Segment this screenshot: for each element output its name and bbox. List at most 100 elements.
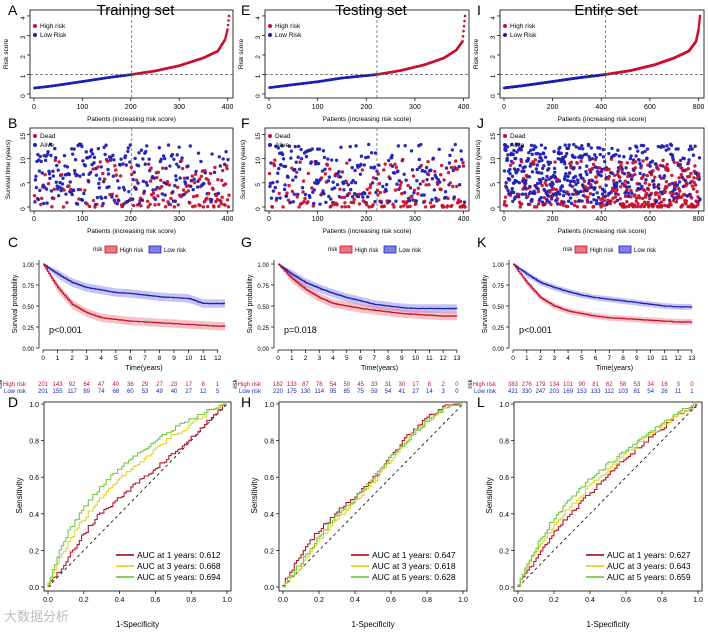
dead-point: [659, 176, 663, 180]
x-tick-label: 0.0: [513, 597, 523, 604]
alive-point: [170, 152, 175, 157]
dead-point: [335, 203, 339, 207]
alive-point: [562, 189, 566, 194]
alive-point: [310, 147, 314, 151]
alive-point: [116, 179, 120, 183]
y-tick-label: 0: [255, 94, 262, 98]
dead-point: [617, 168, 621, 172]
x-tick-label: 2: [539, 355, 543, 362]
x-tick-label: 200: [547, 216, 559, 223]
alive-point: [73, 157, 78, 162]
risk-table-high-cell: 0: [690, 382, 694, 388]
high-risk-point: [227, 19, 230, 22]
alive-point: [49, 189, 54, 193]
alive-point: [505, 158, 510, 162]
low-risk-curve: [43, 263, 225, 305]
alive-point: [693, 144, 697, 148]
alive-point: [174, 174, 178, 178]
alive-point: [324, 200, 328, 205]
alive-point: [34, 185, 39, 190]
alive-point: [97, 186, 102, 190]
dead-point: [347, 205, 351, 209]
alive-point: [522, 169, 526, 173]
dead-point: [627, 171, 631, 175]
alive-point: [573, 155, 577, 160]
x-tick-label: 13: [688, 355, 696, 362]
dead-point: [155, 175, 159, 180]
dead-point: [378, 190, 383, 195]
dead-point: [208, 171, 213, 176]
alive-point: [678, 158, 683, 163]
dead-point: [579, 159, 583, 164]
x-tick-label: 10: [185, 355, 193, 362]
alive-point: [124, 163, 129, 167]
alive-point: [299, 156, 304, 161]
alive-point: [106, 167, 110, 172]
x-tick-label: 800: [693, 104, 705, 111]
legend-dead-label: Dead: [275, 133, 291, 140]
x-tick-label: 0: [267, 216, 271, 223]
alive-point: [545, 174, 549, 179]
dead-point: [661, 158, 665, 163]
y-tick-label: 10: [490, 157, 497, 165]
alive-point: [72, 168, 77, 173]
risk-table-low-cell: 330: [522, 389, 533, 395]
dead-point: [270, 205, 275, 209]
alive-point: [418, 182, 422, 186]
alive-point: [385, 182, 389, 187]
alive-point: [577, 198, 582, 203]
x-axis-label: Patients (increasing risk score): [323, 116, 412, 123]
y-tick-label: 0.75: [257, 284, 269, 290]
alive-point: [48, 142, 53, 146]
legend-alive-marker: [268, 143, 272, 147]
dead-point: [50, 205, 54, 209]
alive-point: [537, 159, 541, 164]
reference-diagonal: [47, 403, 228, 588]
alive-point: [322, 192, 326, 196]
dead-point: [329, 204, 333, 208]
alive-point: [44, 187, 49, 191]
dead-point: [518, 205, 522, 209]
dead-point: [367, 205, 371, 209]
panel-letter-C: C: [8, 234, 18, 250]
alive-point: [358, 172, 363, 176]
dead-point: [426, 159, 430, 164]
alive-point: [177, 145, 181, 149]
alive-point: [289, 156, 293, 160]
y-axis-label: Survival probability: [247, 274, 254, 333]
x-tick-label: 300: [409, 216, 421, 223]
dead-point: [646, 200, 650, 204]
alive-point: [615, 181, 619, 185]
alive-point: [590, 185, 594, 190]
dead-point: [674, 200, 679, 204]
alive-point: [587, 155, 591, 159]
dead-point: [691, 187, 696, 191]
dead-point: [668, 200, 672, 204]
dead-point: [199, 174, 204, 179]
dead-point: [153, 203, 157, 207]
alive-point: [390, 164, 395, 168]
alive-point: [584, 170, 588, 174]
alive-point: [568, 196, 573, 200]
km-legend-low-swatch: [618, 245, 632, 254]
dead-point: [455, 184, 459, 189]
x-tick-label: 400: [595, 216, 607, 223]
y-tick-label: 1: [490, 74, 497, 78]
alive-point: [423, 169, 427, 174]
dead-point: [621, 202, 626, 206]
alive-point: [635, 145, 639, 149]
risk-table-low-cell: 14: [426, 389, 433, 395]
dead-point: [432, 204, 436, 208]
risk-table-low-cell: 114: [314, 389, 324, 395]
alive-point: [37, 169, 42, 173]
alive-point: [145, 144, 149, 148]
alive-point: [108, 158, 113, 162]
alive-point: [425, 177, 429, 182]
plot-frame: [513, 401, 703, 592]
alive-point: [543, 146, 548, 150]
alive-point: [661, 164, 665, 168]
alive-point: [309, 160, 314, 164]
alive-point: [353, 168, 357, 173]
alive-point: [652, 183, 656, 187]
